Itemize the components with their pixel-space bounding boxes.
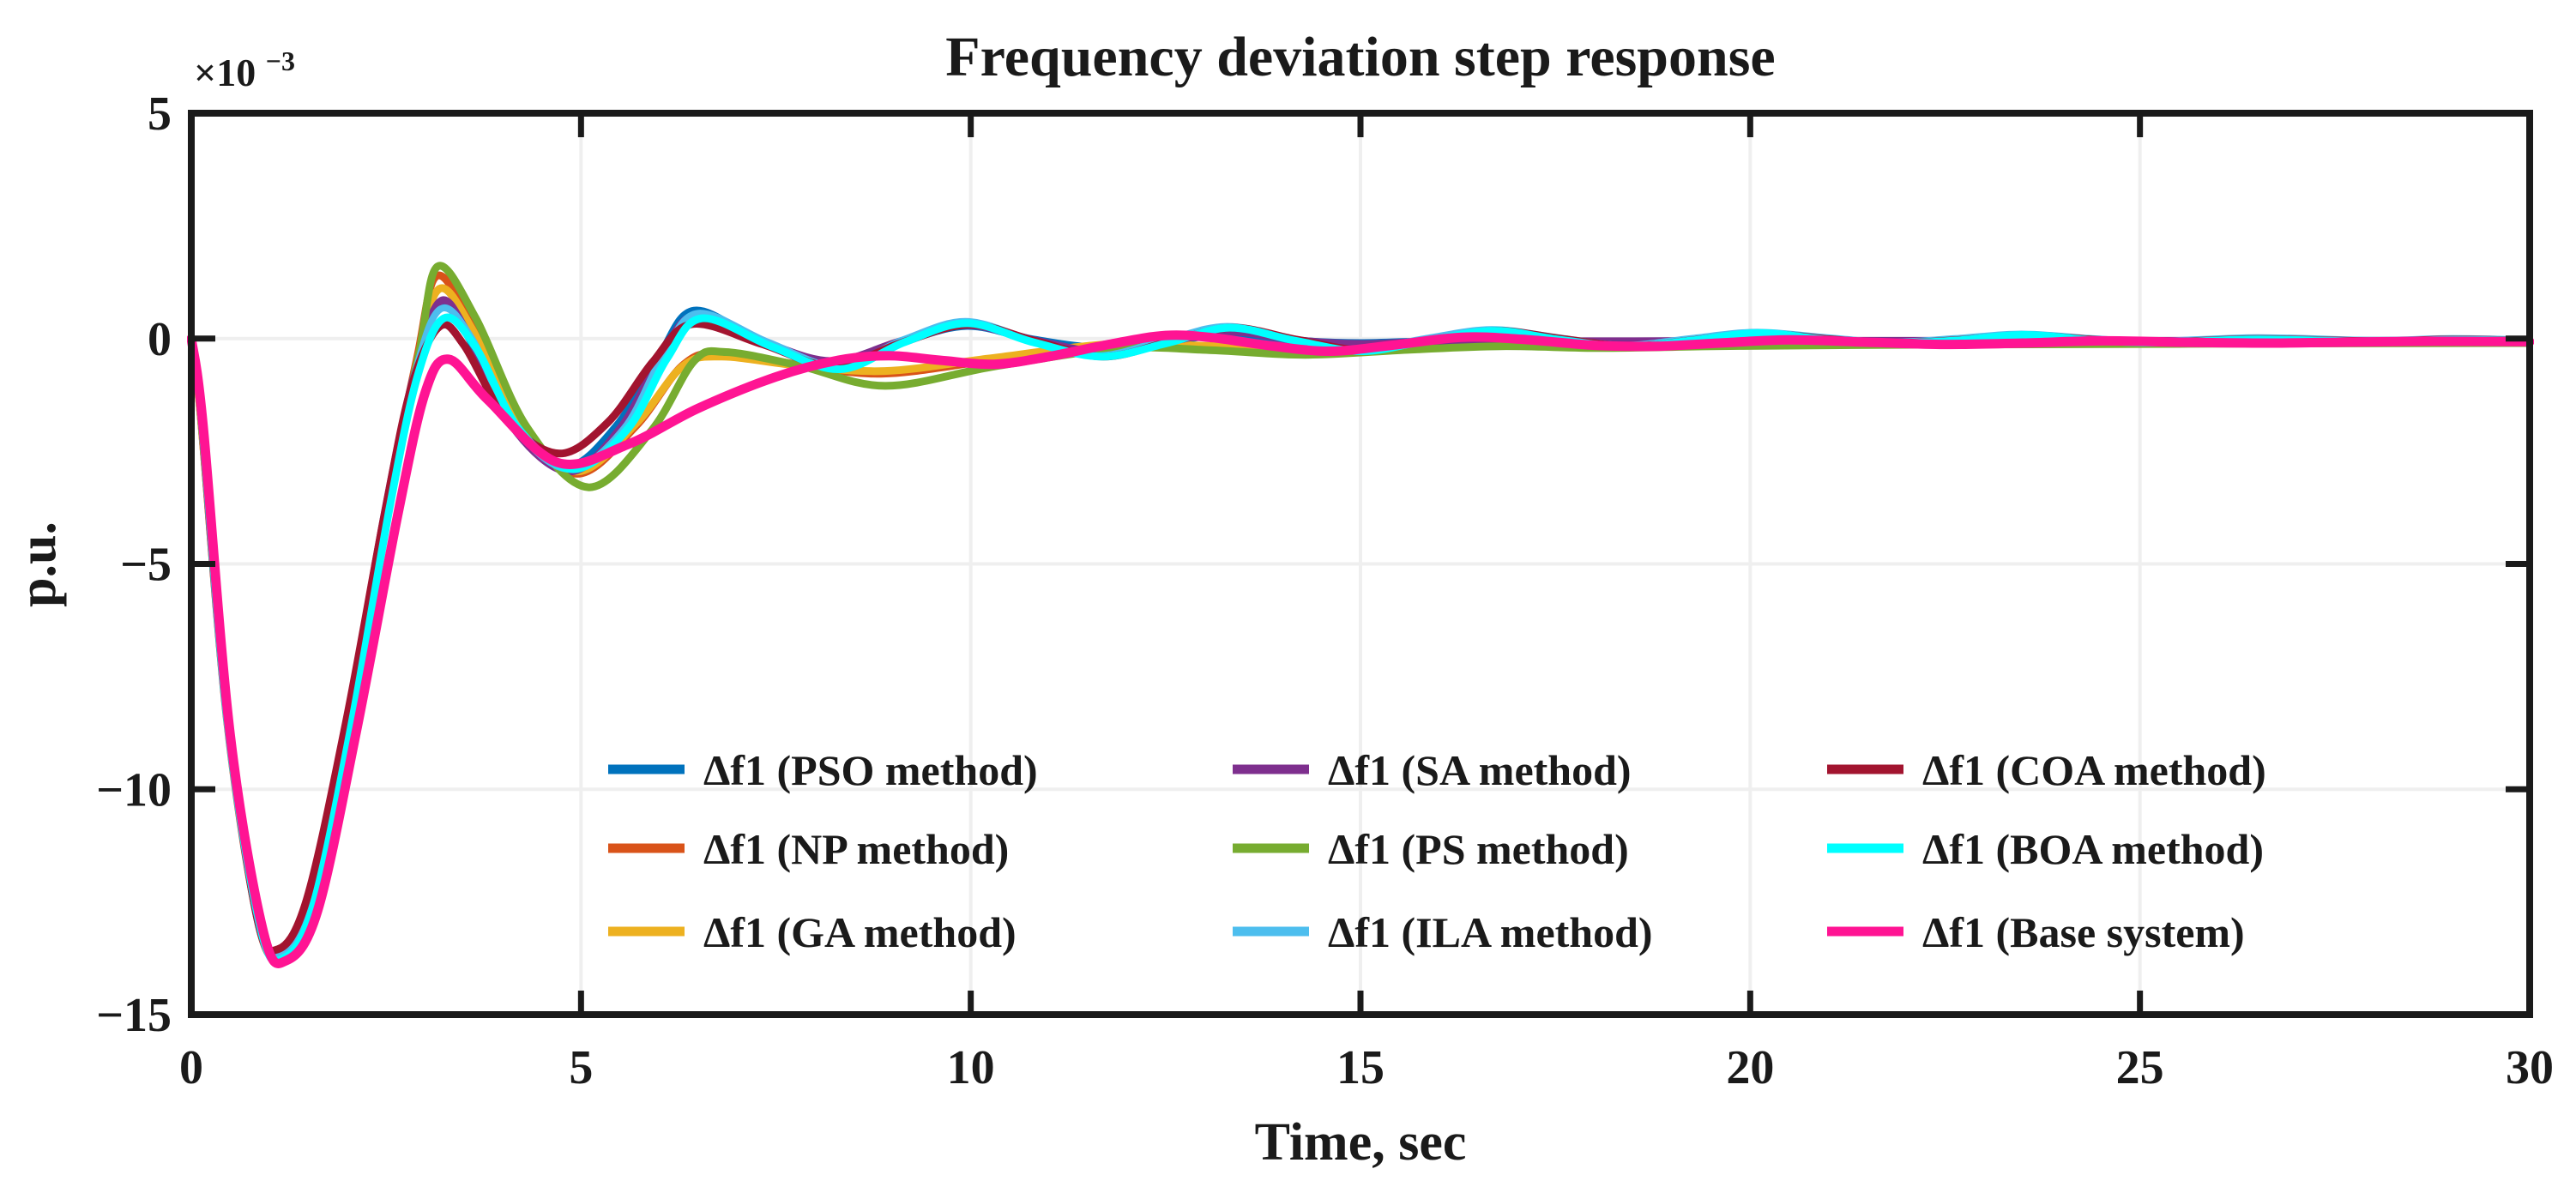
x-tick-label-30: 30 bbox=[2506, 1041, 2554, 1094]
legend-item-ga: Δf1 (GA method) bbox=[608, 908, 1017, 956]
legend-item-sa: Δf1 (SA method) bbox=[1233, 746, 1632, 794]
y-axis-exponent: ×10 −3 bbox=[194, 45, 295, 94]
legend-item-ps: Δf1 (PS method) bbox=[1233, 825, 1629, 873]
grid-lines bbox=[191, 113, 2530, 1015]
legend-label-base: Δf1 (Base system) bbox=[1922, 908, 2245, 956]
series-curves bbox=[187, 262, 2534, 968]
x-tick-label-20: 20 bbox=[1726, 1041, 1774, 1094]
legend-label-ila: Δf1 (ILA method) bbox=[1328, 908, 1653, 956]
legend-item-np: Δf1 (NP method) bbox=[608, 825, 1009, 873]
axis-frame bbox=[188, 110, 2533, 1018]
chart-title: Frequency deviation step response bbox=[945, 26, 1775, 88]
legend-item-base: Δf1 (Base system) bbox=[1827, 908, 2245, 956]
x-tick-label-5: 5 bbox=[569, 1041, 593, 1094]
x-tick-label-25: 25 bbox=[2116, 1041, 2164, 1094]
legend-label-boa: Δf1 (BOA method) bbox=[1922, 825, 2264, 873]
y-tick-label-−15: −15 bbox=[96, 989, 172, 1042]
y-tick-label-−5: −5 bbox=[120, 539, 172, 592]
legend-label-ps: Δf1 (PS method) bbox=[1328, 825, 1629, 873]
tick-labels: 0 5 10 15 20 25 30 5 0 −5 −10 −15 bbox=[96, 87, 2554, 1094]
legend-item-boa: Δf1 (BOA method) bbox=[1827, 825, 2264, 873]
x-tick-label-15: 15 bbox=[1336, 1041, 1385, 1094]
legend-item-pso: Δf1 (PSO method) bbox=[608, 746, 1038, 794]
y-axis-exponent-power: −3 bbox=[266, 45, 295, 76]
legend-label-np: Δf1 (NP method) bbox=[703, 825, 1009, 873]
series-line-base bbox=[187, 330, 2534, 968]
legend-item-ila: Δf1 (ILA method) bbox=[1233, 908, 1653, 956]
legend-label-ga: Δf1 (GA method) bbox=[703, 908, 1017, 956]
y-tick-label-5: 5 bbox=[148, 87, 172, 141]
x-tick-label-10: 10 bbox=[947, 1041, 995, 1094]
x-axis-label: Time, sec bbox=[1255, 1113, 1467, 1172]
y-tick-label-−10: −10 bbox=[96, 763, 172, 816]
legend-item-coa: Δf1 (COA method) bbox=[1827, 746, 2266, 794]
y-tick-label-0: 0 bbox=[148, 313, 172, 366]
legend-label-pso: Δf1 (PSO method) bbox=[703, 746, 1038, 794]
legend: Δf1 (PSO method) Δf1 (NP method) Δf1 (GA m… bbox=[608, 746, 2266, 956]
y-axis-exponent-base: ×10 bbox=[194, 51, 256, 94]
legend-label-sa: Δf1 (SA method) bbox=[1328, 746, 1632, 794]
y-axis-label: p.u. bbox=[9, 521, 67, 607]
x-tick-label-0: 0 bbox=[179, 1041, 203, 1094]
legend-label-coa: Δf1 (COA method) bbox=[1922, 746, 2266, 794]
